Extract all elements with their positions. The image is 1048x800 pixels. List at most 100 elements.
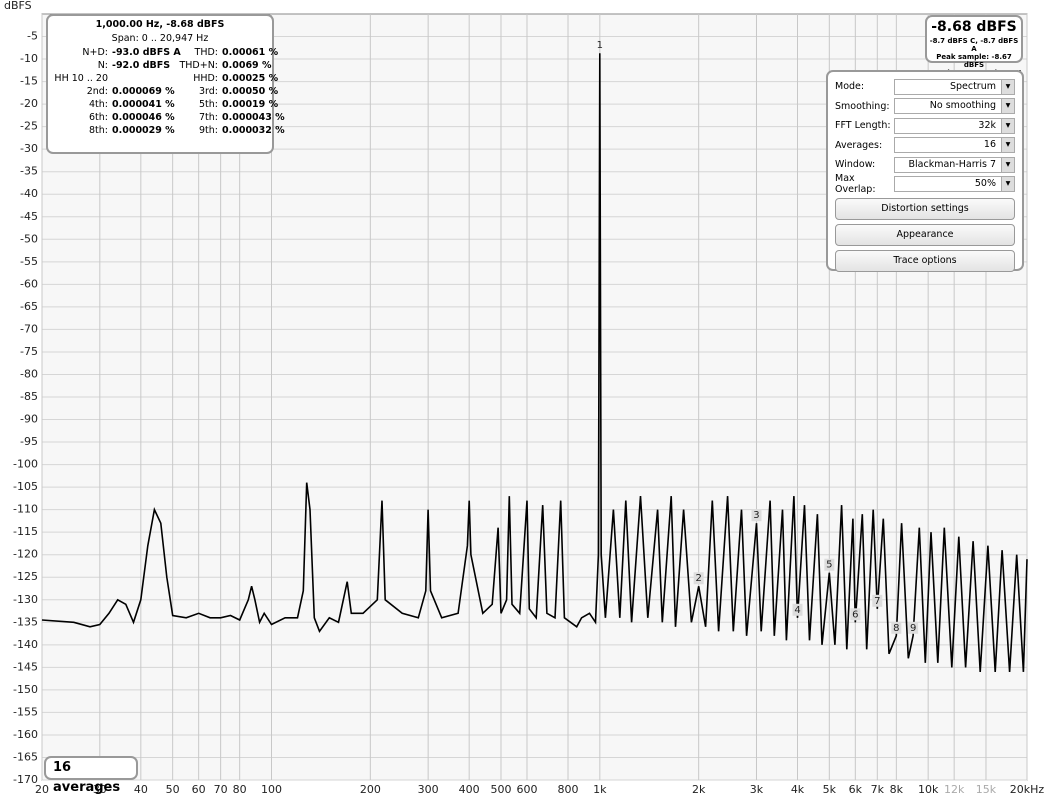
y-tick-label: -50 xyxy=(20,232,38,245)
x-tick-label: 50 xyxy=(166,783,180,796)
harmonic-label: 7 xyxy=(874,596,880,607)
y-tick-label: -65 xyxy=(20,300,38,313)
y-tick-label: -135 xyxy=(13,615,38,628)
control-row: Averages: 16 xyxy=(835,136,1015,156)
x-tick-label: 12k xyxy=(944,783,965,796)
harmonic-marker xyxy=(599,44,601,46)
spectrum-trace xyxy=(41,53,1028,672)
harmonic-marker xyxy=(792,603,803,616)
info-title: 1,000.00 Hz, -8.68 dBFS xyxy=(95,19,225,30)
x-tick-label: 1k xyxy=(593,783,607,796)
info-label: N+D: xyxy=(82,47,108,58)
y-tick-label: -90 xyxy=(20,413,38,426)
y-tick-label: -145 xyxy=(13,660,38,673)
y-tick-label: -60 xyxy=(20,277,38,290)
info-label: 4th: xyxy=(89,99,108,110)
info-value: 0.000069 % xyxy=(112,86,175,97)
harmonic-marker xyxy=(872,594,883,607)
harmonic-marker xyxy=(824,558,835,571)
x-tick-label: 6k xyxy=(849,783,863,796)
y-tick-label: -155 xyxy=(13,705,38,718)
harmonic-label: 3 xyxy=(753,510,759,521)
x-tick-label: 10k xyxy=(918,783,939,796)
info-value: 0.000041 % xyxy=(112,99,175,110)
y-tick-label: -70 xyxy=(20,322,38,335)
x-tick-label: 400 xyxy=(459,783,480,796)
control-dropdown[interactable]: No smoothing xyxy=(894,98,1015,115)
harmonic-label: 6 xyxy=(852,609,858,620)
info-value: 0.000043 % xyxy=(222,112,285,123)
x-tick-label: 20 xyxy=(35,783,49,796)
control-row: Max Overlap: 50% xyxy=(835,173,1015,195)
control-row: FFT Length: 32k xyxy=(835,116,1015,136)
control-label: Mode: xyxy=(835,81,865,93)
info-value: 0.00050 % xyxy=(222,86,279,97)
level-value: -8.68 dBFS xyxy=(931,19,1017,35)
status-box: 16 averages xyxy=(44,756,138,795)
harmonic-label: 1 xyxy=(597,40,603,51)
x-tick-label: 70 xyxy=(214,783,228,796)
info-label: THD: xyxy=(194,47,218,58)
x-tick-label: 600 xyxy=(516,783,537,796)
level-detail: -8.7 dBFS C, -8.7 dBFS A xyxy=(929,37,1019,53)
x-tick-label: 800 xyxy=(558,783,579,796)
control-dropdown[interactable]: 32k xyxy=(894,117,1015,134)
y-tick-label: -160 xyxy=(13,728,38,741)
info-label: 2nd: xyxy=(86,86,108,97)
info-value: 0.000046 % xyxy=(112,112,175,123)
y-tick-label: -55 xyxy=(20,255,38,268)
control-button[interactable]: Trace options xyxy=(835,250,1015,272)
info-value xyxy=(112,73,164,84)
info-label: HHD: xyxy=(193,73,218,84)
y-tick-label: -45 xyxy=(20,210,38,223)
y-tick-label: -100 xyxy=(13,458,38,471)
x-tick-label: 4k xyxy=(791,783,805,796)
y-axis-label: dBFS xyxy=(4,0,32,12)
y-tick-label: -140 xyxy=(13,638,38,651)
y-tick-label: -110 xyxy=(13,503,38,516)
info-value: 0.000032 % xyxy=(222,125,285,136)
y-tick-label: -165 xyxy=(13,750,38,763)
control-dropdown[interactable]: Blackman-Harris 7 xyxy=(894,156,1015,173)
x-tick-label: 8k xyxy=(890,783,904,796)
control-label: Smoothing: xyxy=(835,100,890,112)
y-tick-label: -40 xyxy=(20,187,38,200)
harmonic-label: 2 xyxy=(695,573,701,584)
info-grid: N+D: -93.0 dBFS A THD: 0.00061 % N: -92.0 dBF… xyxy=(54,47,284,136)
info-value: -92.0 dBFS xyxy=(112,60,171,71)
control-button[interactable]: Appearance xyxy=(835,224,1015,246)
y-tick-label: -15 xyxy=(20,75,38,88)
control-dropdown[interactable]: 50% xyxy=(894,176,1015,193)
info-label: 5th: xyxy=(199,99,218,110)
y-tick-label: -25 xyxy=(20,120,38,133)
y-tick-label: -75 xyxy=(20,345,38,358)
harmonic-marker xyxy=(891,621,902,634)
harmonic-marker xyxy=(850,608,861,621)
y-tick-label: -35 xyxy=(20,165,38,178)
control-dropdown[interactable]: Spectrum xyxy=(894,78,1015,95)
x-tick-label: 200 xyxy=(360,783,381,796)
x-tick-label: 300 xyxy=(418,783,439,796)
x-tick-label: 500 xyxy=(490,783,511,796)
y-tick-label: -130 xyxy=(13,593,38,606)
y-tick-label: -80 xyxy=(20,367,38,380)
control-row: Mode: Spectrum xyxy=(835,77,1015,97)
x-tick-label: 20kHz xyxy=(1010,783,1045,796)
y-tick-label: -115 xyxy=(13,525,38,538)
info-label: 8th: xyxy=(89,125,108,136)
control-row: Smoothing: No smoothing xyxy=(835,97,1015,117)
info-value: 0.00061 % xyxy=(222,47,279,58)
x-tick-label: 60 xyxy=(192,783,206,796)
control-label: Window: xyxy=(835,159,876,171)
control-dropdown[interactable]: 16 xyxy=(894,137,1015,154)
y-tick-label: -30 xyxy=(20,142,38,155)
y-tick-label: -125 xyxy=(13,570,38,583)
info-value: 0.00025 % xyxy=(222,73,279,84)
info-label: 6th: xyxy=(89,112,108,123)
control-button[interactable]: Distortion settings xyxy=(835,198,1015,220)
x-tick-label: 7k xyxy=(871,783,885,796)
y-tick-label: -150 xyxy=(13,683,38,696)
y-tick-label: -5 xyxy=(27,30,38,43)
control-row: Window: Blackman-Harris 7 xyxy=(835,155,1015,175)
